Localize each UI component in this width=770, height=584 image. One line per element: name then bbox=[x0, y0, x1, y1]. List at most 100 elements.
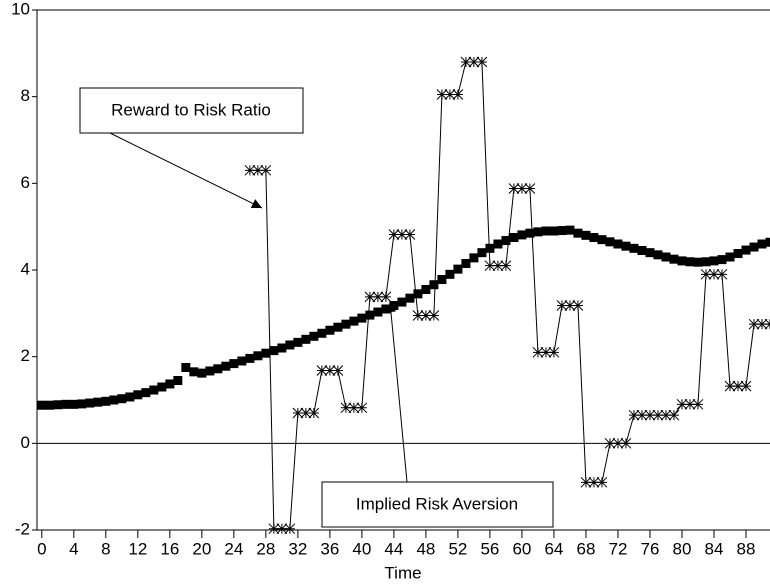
annotation-box bbox=[79, 87, 304, 134]
asterisk-marker bbox=[676, 398, 688, 410]
square-marker bbox=[381, 304, 391, 314]
annotation-text: Implied Risk Aversion bbox=[356, 494, 518, 513]
asterisk-marker bbox=[364, 291, 376, 303]
square-marker bbox=[429, 280, 439, 290]
asterisk-marker bbox=[428, 310, 440, 321]
square-marker bbox=[229, 359, 239, 369]
square-marker bbox=[517, 230, 527, 240]
asterisk-marker bbox=[684, 398, 696, 410]
square-marker bbox=[301, 334, 311, 344]
square-marker bbox=[749, 242, 759, 252]
asterisk-marker bbox=[580, 476, 592, 488]
x-tick-label: 12 bbox=[128, 539, 147, 558]
square-marker bbox=[205, 366, 215, 376]
square-marker bbox=[549, 226, 559, 236]
asterisk-marker bbox=[628, 409, 640, 421]
square-marker bbox=[237, 356, 247, 366]
square-marker bbox=[261, 348, 271, 358]
x-tick-label: 0 bbox=[37, 539, 46, 558]
x-tick-label: 72 bbox=[608, 539, 627, 558]
asterisk-marker bbox=[452, 89, 464, 100]
asterisk-marker bbox=[420, 310, 432, 321]
square-marker bbox=[85, 398, 95, 408]
asterisk-marker bbox=[300, 407, 312, 419]
square-marker bbox=[61, 399, 71, 409]
asterisk-marker bbox=[636, 409, 648, 421]
square-marker bbox=[245, 353, 255, 363]
square-marker bbox=[469, 253, 479, 263]
square-marker bbox=[341, 319, 351, 329]
asterisk-marker bbox=[524, 183, 536, 194]
square-marker bbox=[325, 325, 335, 335]
square-marker bbox=[637, 246, 647, 255]
asterisk-marker bbox=[252, 164, 264, 176]
square-marker bbox=[757, 239, 767, 249]
square-marker bbox=[277, 343, 287, 353]
asterisk-marker bbox=[372, 291, 384, 303]
asterisk-marker bbox=[708, 268, 720, 280]
square-marker bbox=[213, 364, 223, 374]
y-tick-label: 2 bbox=[21, 346, 30, 365]
asterisk-marker bbox=[348, 402, 360, 414]
square-marker bbox=[581, 230, 591, 240]
x-tick-label: 76 bbox=[641, 539, 660, 558]
x-tick-label: 28 bbox=[256, 539, 275, 558]
square-marker bbox=[413, 289, 423, 299]
asterisk-marker bbox=[292, 407, 304, 419]
square-marker bbox=[709, 256, 719, 266]
square-marker bbox=[181, 363, 191, 372]
square-marker bbox=[493, 239, 503, 249]
square-marker bbox=[421, 285, 431, 294]
asterisk-marker bbox=[516, 183, 528, 194]
asterisk-marker bbox=[724, 380, 736, 392]
square-marker bbox=[717, 255, 727, 265]
asterisk-marker bbox=[756, 318, 768, 330]
square-marker bbox=[373, 307, 383, 317]
x-tick-label: 64 bbox=[544, 539, 563, 558]
x-tick-label: 48 bbox=[416, 539, 435, 558]
asterisk-marker bbox=[740, 380, 752, 392]
square-marker bbox=[269, 346, 279, 356]
square-marker bbox=[397, 297, 407, 307]
asterisk-marker bbox=[388, 229, 400, 240]
square-marker bbox=[541, 226, 551, 236]
y-tick-label: 0 bbox=[21, 433, 30, 452]
square-marker bbox=[101, 396, 111, 406]
square-marker bbox=[37, 400, 47, 410]
asterisk-marker bbox=[436, 89, 448, 100]
x-tick-label: 36 bbox=[320, 539, 339, 558]
square-marker bbox=[365, 310, 375, 320]
asterisk-marker bbox=[620, 437, 632, 449]
asterisk-marker bbox=[596, 476, 608, 488]
y-tick-label: 4 bbox=[21, 259, 30, 278]
x-tick-label: 44 bbox=[384, 539, 403, 558]
asterisk-marker bbox=[612, 437, 624, 449]
square-marker bbox=[293, 337, 303, 347]
asterisk-marker bbox=[468, 56, 480, 68]
square-marker bbox=[133, 390, 143, 400]
asterisk-marker bbox=[412, 310, 424, 321]
asterisk-marker bbox=[716, 268, 728, 280]
asterisk-marker bbox=[604, 437, 616, 449]
square-marker bbox=[117, 394, 127, 404]
square-marker bbox=[501, 236, 511, 246]
square-marker bbox=[349, 316, 359, 326]
asterisk-marker bbox=[340, 402, 352, 414]
annotation-box bbox=[321, 481, 554, 528]
square-marker bbox=[253, 351, 263, 361]
asterisk-marker bbox=[324, 365, 336, 376]
asterisk-marker bbox=[548, 346, 560, 358]
square-marker bbox=[357, 313, 367, 323]
square-marker bbox=[765, 237, 770, 247]
square-marker bbox=[165, 379, 175, 389]
square-marker bbox=[333, 322, 343, 332]
asterisk-marker bbox=[276, 523, 288, 535]
square-marker bbox=[221, 361, 231, 371]
square-marker bbox=[565, 225, 575, 235]
square-marker bbox=[453, 264, 463, 274]
square-marker bbox=[613, 239, 623, 249]
square-marker bbox=[149, 385, 159, 395]
square-marker bbox=[45, 400, 55, 410]
asterisk-marker bbox=[700, 268, 712, 280]
